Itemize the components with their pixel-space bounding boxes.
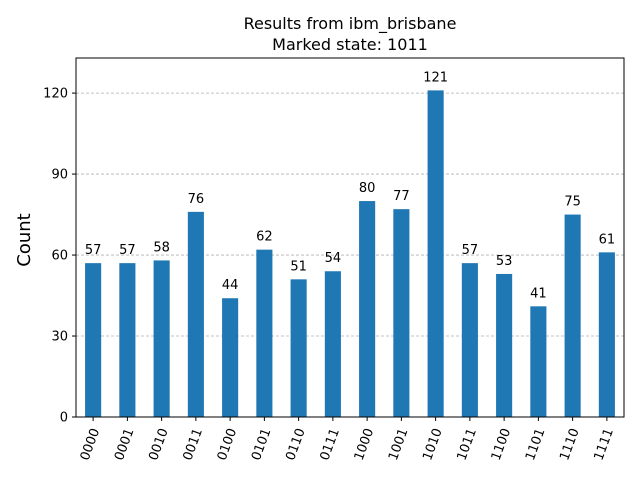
x-tick-label-1111: 1111 [592, 426, 617, 462]
chart-subtitle: Marked state: 1011 [272, 35, 428, 54]
x-tick-label-1000: 1000 [352, 426, 377, 462]
bar-value-label-1001: 77 [393, 189, 410, 204]
x-tick-label-0011: 0011 [181, 426, 206, 462]
y-tick-label: 90 [51, 168, 68, 183]
bar-value-label-0010: 58 [153, 240, 170, 255]
plot-frame [75, 57, 625, 418]
y-tick-label: 120 [43, 87, 68, 102]
bar-1000 [359, 201, 376, 417]
bar-1101 [530, 306, 547, 417]
x-axis-ticks: 0000 0001 0010 0011 0100 0101 0110 0111 1000 1001… [78, 417, 617, 463]
x-tick-label-0000: 0000 [78, 426, 103, 462]
bar-0000 [85, 263, 102, 417]
bar-value-label-0101: 62 [256, 230, 273, 245]
bar-0101 [256, 249, 273, 417]
bar-1100 [496, 273, 513, 417]
y-tick-label: 60 [51, 249, 68, 264]
bar-value-label-1010: 121 [423, 70, 448, 85]
bar-1001 [393, 209, 410, 417]
bar-value-label-0011: 76 [188, 192, 205, 207]
bar-0001 [119, 263, 136, 417]
bar-value-label-0110: 51 [290, 259, 307, 274]
x-tick-label-1010: 1010 [420, 426, 445, 462]
bars [85, 90, 615, 417]
bar-value-label-1100: 53 [496, 254, 513, 269]
x-tick-label-0100: 0100 [215, 426, 240, 462]
bar-0110 [290, 279, 307, 417]
x-tick-label-1101: 1101 [523, 426, 548, 462]
y-tick-label: 0 [60, 411, 68, 426]
bar-1010 [427, 90, 444, 417]
bar-0111 [324, 271, 341, 417]
x-tick-label-0101: 0101 [249, 426, 274, 462]
bar-value-labels: 57 57 58 76 44 62 51 54 80 77 121 57 53 41 75 61 [85, 70, 615, 301]
x-tick-label-0111: 0111 [318, 426, 343, 462]
bar-0100 [222, 298, 239, 417]
bar-1011 [461, 263, 478, 417]
y-axis-label: Count [14, 213, 35, 266]
x-tick-label-1110: 1110 [557, 426, 582, 462]
bar-value-label-1110: 75 [564, 195, 581, 210]
bar-value-label-1101: 41 [530, 286, 547, 301]
bar-value-label-1000: 80 [359, 181, 376, 196]
x-tick-label-1011: 1011 [455, 426, 480, 462]
bar-value-label-0111: 54 [325, 251, 342, 266]
x-tick-label-1001: 1001 [386, 426, 411, 462]
x-tick-label-1100: 1100 [489, 426, 514, 462]
x-tick-label-0110: 0110 [283, 426, 308, 462]
bar-value-label-1111: 61 [599, 232, 616, 247]
bar-value-label-1011: 57 [462, 243, 479, 258]
x-tick-label-0001: 0001 [112, 426, 137, 462]
bar-1111 [598, 252, 615, 417]
bar-value-label-0000: 57 [85, 243, 102, 258]
y-tick-label: 30 [51, 330, 68, 345]
y-axis-ticks: 0 30 60 90 120 [43, 87, 76, 426]
bar-0011 [187, 211, 204, 417]
bar-value-label-0001: 57 [119, 243, 136, 258]
chart-title: Results from ibm_brisbane [244, 14, 457, 34]
bar-0010 [153, 260, 170, 417]
x-tick-label-0010: 0010 [146, 426, 171, 462]
bar-1110 [564, 214, 581, 417]
bar-value-label-0100: 44 [222, 278, 239, 293]
